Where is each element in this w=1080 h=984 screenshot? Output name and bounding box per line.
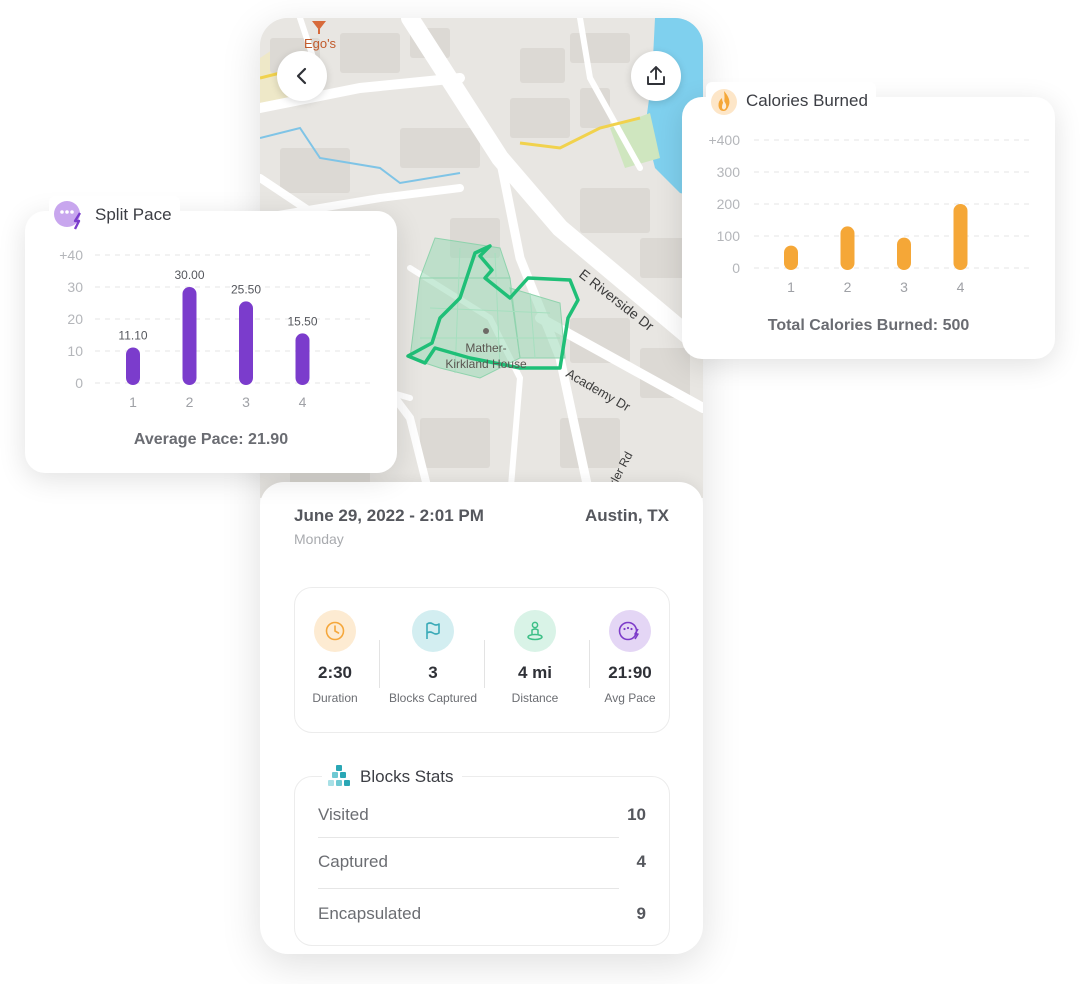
share-icon — [647, 66, 665, 85]
blocks-icon — [328, 765, 350, 786]
y-tick-label: 30 — [67, 279, 83, 295]
blocks-row-captured: Captured 4 — [318, 852, 646, 872]
y-tick-label: 10 — [67, 343, 83, 359]
split-pace-card: 0 10 20 30 +40 1 11.10 2 30.00 3 25.50 4 15.50 Avera… — [25, 211, 397, 473]
row-label: Encapsulated — [318, 904, 422, 923]
blocks-row-encapsulated: Encapsulated 9 — [318, 904, 646, 924]
poi-label: Ego's — [304, 36, 337, 51]
share-button[interactable] — [631, 51, 681, 101]
bar[interactable] — [295, 333, 310, 385]
x-tick-label: 4 — [299, 394, 307, 410]
stat-value: 4 mi — [517, 663, 553, 682]
location-person-icon — [514, 610, 556, 652]
row-value: 4 — [636, 852, 646, 871]
split-pace-header: Split Pace — [49, 196, 180, 234]
x-tick-label: 1 — [787, 279, 795, 295]
divider — [589, 640, 590, 688]
activity-location: Austin, TX — [584, 506, 669, 525]
split-pace-title: Split Pace — [95, 205, 172, 224]
y-tick-label: 0 — [75, 375, 83, 391]
stat-label: Duration — [312, 691, 358, 705]
bar-value-label: 11.10 — [118, 328, 147, 342]
bar[interactable] — [182, 287, 197, 385]
activity-details-sheet: June 29, 2022 - 2:01 PM Austin, TX Monda… — [260, 482, 703, 954]
split-pace-chart: 0 10 20 30 +40 1 11.10 2 30.00 3 25.50 4 15.50 — [59, 247, 375, 410]
x-tick-label: 4 — [957, 279, 965, 295]
activity-weekday: Monday — [294, 531, 344, 547]
y-tick-label: 100 — [717, 228, 741, 244]
row-value: 10 — [627, 805, 646, 824]
y-tick-label: +40 — [59, 247, 83, 263]
blocks-stats-title: Blocks Stats — [360, 767, 454, 786]
divider — [318, 837, 619, 838]
bar-value-label: 25.50 — [231, 282, 261, 296]
bar[interactable] — [953, 204, 968, 270]
map-canvas: Ego's E Riverside Dr Academy Dr kler Rd … — [260, 18, 703, 498]
activity-date: June 29, 2022 - 2:01 PM — [294, 506, 484, 525]
flag-icon — [412, 610, 454, 652]
house-label-line2: Kirkland House — [445, 357, 527, 371]
stat-value: 21:90 — [608, 663, 652, 682]
y-tick-label: 200 — [717, 196, 741, 212]
row-label: Visited — [318, 805, 369, 824]
activity-screen: Ego's E Riverside Dr Academy Dr kler Rd … — [260, 18, 703, 954]
average-pace-text: Average Pace: 21.90 — [133, 431, 289, 448]
y-tick-label: +400 — [708, 132, 740, 148]
summary-stats-card: 2:30 Duration 3 Blocks Captured 4 mi Dis… — [294, 587, 670, 733]
y-tick-label: 20 — [67, 311, 83, 327]
back-button[interactable] — [277, 51, 327, 101]
bar-value-label: 15.50 — [287, 314, 317, 328]
route-map[interactable]: Ego's E Riverside Dr Academy Dr kler Rd … — [260, 18, 703, 498]
stat-label: Blocks Captured — [388, 691, 478, 705]
bar[interactable] — [239, 301, 253, 385]
stat-avg-pace: 21:90 Avg Pace — [584, 588, 676, 732]
bar[interactable] — [840, 226, 855, 270]
flame-icon — [711, 89, 737, 115]
calories-header: Calories Burned — [706, 82, 876, 120]
stat-value: 3 — [428, 663, 438, 682]
divider — [379, 640, 380, 688]
stat-value: 2:30 — [317, 663, 353, 682]
speed-icon — [54, 201, 82, 230]
x-tick-label: 2 — [186, 394, 194, 410]
x-tick-label: 2 — [844, 279, 852, 295]
clock-icon — [314, 610, 356, 652]
total-calories-text: Total Calories Burned: 500 — [767, 317, 970, 334]
stat-label: Distance — [511, 691, 559, 705]
calories-chart: 0 100 200 300 +400 1 2 3 4 — [708, 132, 1032, 295]
y-tick-label: 300 — [717, 164, 741, 180]
bar[interactable] — [784, 245, 798, 270]
blocks-row-visited: Visited 10 — [318, 805, 646, 825]
speed-icon — [609, 610, 651, 652]
divider — [484, 640, 485, 688]
blocks-stats-header: Blocks Stats — [322, 762, 462, 792]
calories-title: Calories Burned — [746, 91, 868, 110]
bar[interactable] — [897, 237, 911, 270]
x-tick-label: 3 — [900, 279, 908, 295]
chevron-left-icon — [296, 67, 307, 85]
calories-card: 0 100 200 300 +400 1 2 3 4 Total Calories Burned… — [682, 97, 1055, 359]
stat-distance: 4 mi Distance — [489, 588, 581, 732]
stat-label: Avg Pace — [604, 691, 656, 705]
blocks-stats-card: Visited 10 Captured 4 Encapsulated 9 — [294, 776, 670, 946]
row-value: 9 — [636, 904, 646, 923]
stat-duration: 2:30 Duration — [289, 588, 381, 732]
house-label-line1: Mather- — [465, 341, 506, 355]
x-tick-label: 3 — [242, 394, 250, 410]
stat-blocks-captured: 3 Blocks Captured — [387, 588, 479, 732]
row-label: Captured — [318, 852, 388, 871]
divider — [318, 888, 619, 889]
bar[interactable] — [126, 347, 140, 385]
y-tick-label: 0 — [732, 260, 740, 276]
bar-value-label: 30.00 — [174, 268, 204, 282]
x-tick-label: 1 — [129, 394, 137, 410]
